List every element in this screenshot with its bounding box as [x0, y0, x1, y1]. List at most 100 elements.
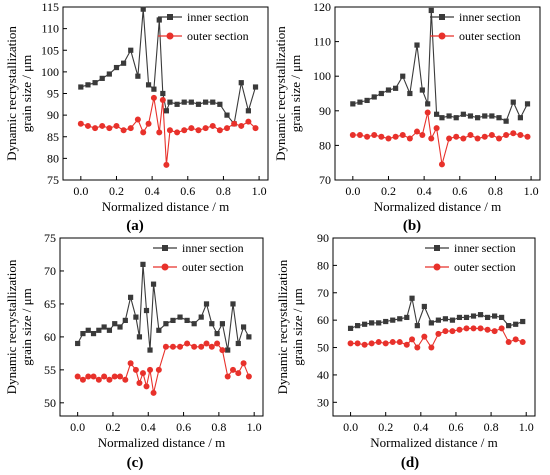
series-1-point [435, 317, 441, 323]
y-tick-label: 110 [313, 35, 331, 49]
series-2-point [512, 336, 519, 343]
y-tick-label: 105 [41, 43, 59, 57]
series-2-point [453, 133, 460, 140]
series-1-point [113, 64, 120, 71]
series-2-point [74, 373, 81, 380]
series-2-point [519, 339, 526, 346]
series-2-point [349, 132, 356, 139]
series-1-point [238, 80, 244, 86]
series-2-point [245, 118, 252, 125]
series-2-point [375, 339, 382, 346]
series-2-point [92, 125, 99, 132]
x-axis-label: Normalized distance / m [370, 435, 497, 450]
series-1-point [428, 320, 434, 326]
legend-label-2: outer section [187, 29, 249, 43]
legend-marker-square [167, 14, 173, 20]
series-2-point [428, 344, 435, 351]
series-1-point [400, 73, 406, 79]
legend-label-2: outer section [454, 260, 516, 274]
series-2-point [84, 122, 91, 129]
series-1-point [439, 115, 445, 121]
series-2-point [356, 132, 363, 139]
y-tick-label: 120 [313, 0, 331, 14]
series-2-point [139, 370, 146, 377]
y-tick-label: 65 [44, 297, 56, 311]
series-2-point [229, 366, 236, 373]
y-tick-label: 30 [317, 395, 329, 409]
series-1-point [506, 323, 512, 329]
series-1-point [404, 314, 410, 321]
series-1-point [210, 99, 216, 105]
legend-marker-square [162, 245, 168, 251]
y-tick-label: 90 [319, 104, 331, 118]
series-2-point [155, 366, 162, 373]
x-tick-label: 1.0 [519, 420, 534, 434]
x-tick-label: 0.0 [343, 420, 358, 434]
series-2-point [106, 125, 113, 132]
series-2-point [147, 366, 154, 373]
series-2-point [414, 344, 421, 351]
series-2-point [524, 133, 531, 140]
series-2-point [438, 161, 445, 168]
series-2-point [406, 135, 413, 142]
series-2-point [120, 127, 127, 134]
series-1-point [156, 327, 162, 333]
series-2-point [95, 376, 102, 383]
series-2-point [245, 373, 252, 380]
series-2-point [181, 127, 188, 134]
series-1-point [434, 111, 440, 117]
x-tick-label: 0.0 [70, 420, 85, 434]
series-1-point [378, 90, 384, 97]
series-2-point [424, 109, 431, 116]
series-1-point [245, 108, 251, 114]
series-2-point [378, 133, 385, 140]
y-tick-label: 80 [319, 138, 331, 152]
panel-caption: (a) [126, 218, 144, 234]
series-1-point [390, 317, 396, 323]
x-tick-label: 0.8 [211, 420, 226, 434]
series-2-point [385, 135, 392, 142]
series-2-point [140, 129, 147, 136]
series-2-point [484, 326, 491, 333]
plot-frame [59, 237, 264, 417]
series-1-point [160, 90, 166, 97]
series-1-point [477, 312, 484, 318]
y-tick-label: 55 [44, 363, 56, 377]
x-axis-label: Normalized distance / m [98, 435, 225, 450]
series-1-point [99, 75, 105, 81]
series-1-point [85, 327, 91, 333]
series-2-point [403, 341, 410, 348]
series-2-point [371, 132, 378, 139]
series-2-point [132, 366, 139, 373]
series-1-point [357, 99, 363, 105]
legend-label-2: outer section [182, 260, 244, 274]
series-1-point [513, 321, 519, 327]
series-1-point [376, 320, 382, 326]
series-2-point [143, 383, 150, 390]
series-2-point [77, 120, 84, 127]
y-axis-label-line-1: Dynamic recrystallization [4, 26, 19, 161]
y-tick-label: 60 [317, 313, 329, 327]
chart-panel-4: 0.0 0.2 0.4 0.6 0.8 1.0 30 40 50 60 70 80 90 Normaliz… [275, 231, 536, 471]
series-1-point [140, 261, 146, 267]
series-1-point [101, 324, 107, 330]
series-2-point [496, 135, 502, 142]
series-1-point [177, 314, 183, 320]
series-2-point [421, 333, 428, 340]
chart-panel-2: 0.0 0.2 0.4 0.6 0.8 1.0 70 80 90 100 110 120 Normali… [273, 0, 541, 234]
series-1-point [347, 325, 354, 331]
series-1-point [453, 115, 459, 121]
chart-panel-3: 0.0 0.2 0.4 0.6 0.8 1.0 50 55 60 65 70 75 Normalized… [4, 231, 264, 471]
series-1-point [470, 313, 477, 319]
series-2-point [414, 128, 420, 135]
x-tick-label: 0.2 [378, 420, 393, 434]
series-1-point [362, 321, 368, 327]
legend-marker-circle [438, 32, 446, 40]
series-2-point [433, 125, 440, 132]
y-axis-label-line-1: Dynamic recrystallization [275, 259, 290, 394]
series-2-point [214, 340, 221, 347]
legend-marker-square [434, 245, 440, 251]
series-line-1 [80, 9, 257, 126]
series-1-point [96, 327, 102, 333]
legend-marker-circle [161, 263, 169, 271]
